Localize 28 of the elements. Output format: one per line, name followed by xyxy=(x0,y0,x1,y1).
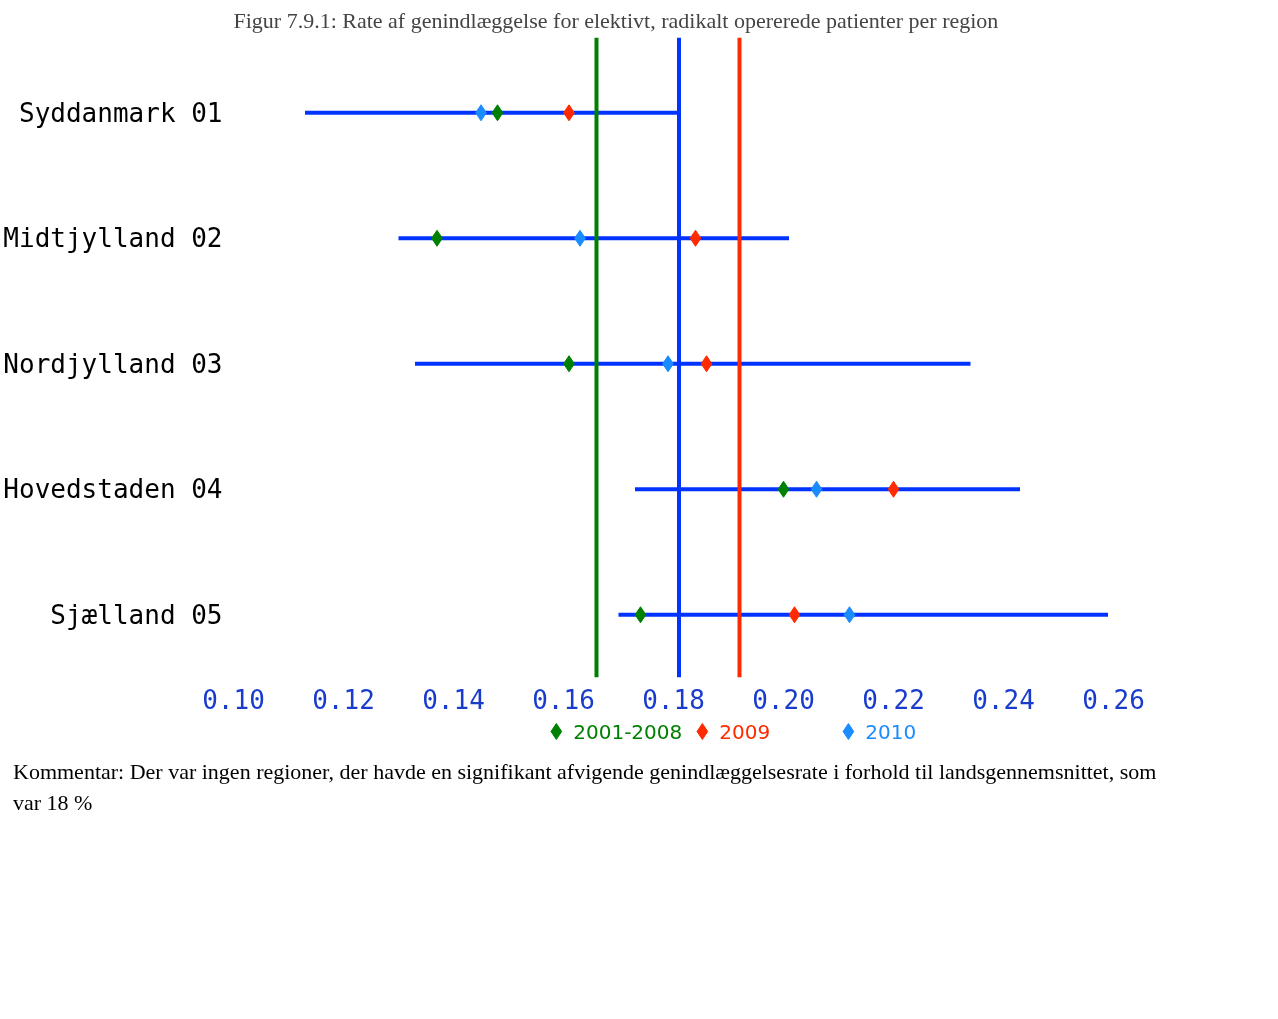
text: Kommentar: Der var ingen regioner, der havde en signifikant afvigende genindlæggelsesrate i forhold til landsgennemsnittet, som var 18 % xyxy=(13,758,1158,818)
x-tick-label: 0.18 xyxy=(642,684,705,715)
x-tick-label: 0.22 xyxy=(862,684,925,715)
y-tick-label: Hovedstaden 04 xyxy=(3,474,223,505)
point xyxy=(689,229,702,247)
y-tick-label: Midtjylland 02 xyxy=(3,223,223,254)
x-tick-label: 0.10 xyxy=(202,684,265,715)
x-tick-label: 0.24 xyxy=(972,684,1035,715)
point xyxy=(700,355,713,373)
point xyxy=(810,480,823,498)
legend-label: 2010 xyxy=(865,719,917,744)
point xyxy=(491,104,504,122)
chart-title: Figur 7.9.1: Rate af genindlæggelse for elektivt, radikalt opererede patienter per region xyxy=(233,7,999,33)
y-tick-label: Nordjylland 03 xyxy=(3,348,223,379)
point xyxy=(777,480,790,498)
x-tick-label: 0.14 xyxy=(422,684,485,715)
legend-label: 2001-2008 xyxy=(573,719,683,744)
point xyxy=(788,606,801,624)
x-tick-label: 0.20 xyxy=(752,684,815,715)
y-tick-label: Syddanmark 01 xyxy=(19,97,223,128)
point xyxy=(634,606,647,624)
x-tick-label: 0.26 xyxy=(1082,684,1145,715)
x-tick-label: 0.16 xyxy=(532,684,595,715)
y-tick-label: Sjælland 05 xyxy=(50,599,223,630)
legend-label: 2009 xyxy=(719,719,771,744)
x-tick-label: 0.12 xyxy=(312,684,375,715)
point xyxy=(887,480,900,498)
point xyxy=(843,606,856,624)
